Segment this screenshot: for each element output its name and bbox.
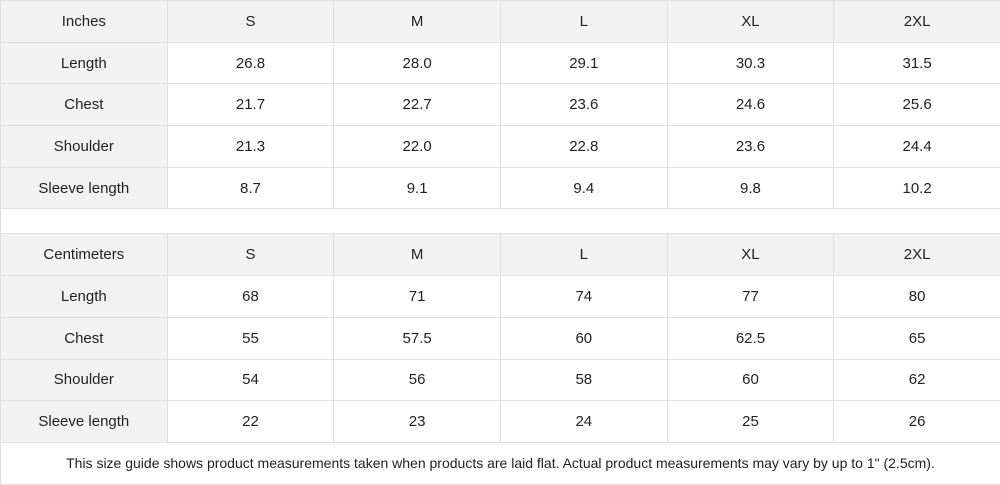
measurement-value: 28.0 [334, 42, 501, 84]
note-row: This size guide shows product measuremen… [1, 442, 1000, 484]
measurement-label: Length [1, 42, 168, 84]
size-header: XL [667, 234, 834, 276]
measurement-value: 68 [167, 276, 334, 318]
spacer-row [1, 209, 1000, 234]
measurement-value: 56 [334, 359, 501, 401]
measurement-value: 21.3 [167, 126, 334, 168]
measurement-value: 22 [167, 401, 334, 443]
measurement-value: 23 [334, 401, 501, 443]
measurement-value: 57.5 [334, 317, 501, 359]
measurement-value: 10.2 [834, 167, 1000, 209]
measurement-value: 26.8 [167, 42, 334, 84]
measurement-value: 60 [667, 359, 834, 401]
size-header: L [500, 1, 667, 43]
spacer-cell [1, 209, 1000, 234]
measurement-value: 62 [834, 359, 1000, 401]
measurement-value: 62.5 [667, 317, 834, 359]
size-header: S [167, 1, 334, 43]
measurement-value: 22.8 [500, 126, 667, 168]
measurement-value: 23.6 [500, 84, 667, 126]
unit-header: Centimeters [1, 234, 168, 276]
measurement-value: 80 [834, 276, 1000, 318]
measurement-value: 9.1 [334, 167, 501, 209]
measurement-value: 65 [834, 317, 1000, 359]
measurement-value: 60 [500, 317, 667, 359]
measurement-label: Sleeve length [1, 401, 168, 443]
measurement-value: 24.4 [834, 126, 1000, 168]
measurement-value: 25.6 [834, 84, 1000, 126]
measurement-value: 30.3 [667, 42, 834, 84]
measurement-value: 54 [167, 359, 334, 401]
size-header: S [167, 234, 334, 276]
measurement-value: 58 [500, 359, 667, 401]
measurement-value: 23.6 [667, 126, 834, 168]
size-header: M [334, 1, 501, 43]
measurement-value: 9.8 [667, 167, 834, 209]
measurement-value: 71 [334, 276, 501, 318]
size-header: 2XL [834, 234, 1000, 276]
measurement-value: 8.7 [167, 167, 334, 209]
measurement-value: 29.1 [500, 42, 667, 84]
measurement-value: 74 [500, 276, 667, 318]
size-header: XL [667, 1, 834, 43]
measurement-label: Shoulder [1, 359, 168, 401]
size-header: L [500, 234, 667, 276]
measurement-label: Chest [1, 84, 168, 126]
measurement-value: 9.4 [500, 167, 667, 209]
measurement-value: 24.6 [667, 84, 834, 126]
measurement-value: 24 [500, 401, 667, 443]
measurement-label: Shoulder [1, 126, 168, 168]
measurement-value: 22.7 [334, 84, 501, 126]
measurement-value: 77 [667, 276, 834, 318]
measurement-value: 31.5 [834, 42, 1000, 84]
measurement-label: Sleeve length [1, 167, 168, 209]
size-header: M [334, 234, 501, 276]
measurement-value: 22.0 [334, 126, 501, 168]
unit-header: Inches [1, 1, 168, 43]
size-header: 2XL [834, 1, 1000, 43]
size-guide-note: This size guide shows product measuremen… [1, 442, 1000, 484]
measurement-value: 21.7 [167, 84, 334, 126]
measurement-label: Chest [1, 317, 168, 359]
measurement-value: 55 [167, 317, 334, 359]
measurement-value: 25 [667, 401, 834, 443]
measurement-label: Length [1, 276, 168, 318]
measurement-value: 26 [834, 401, 1000, 443]
